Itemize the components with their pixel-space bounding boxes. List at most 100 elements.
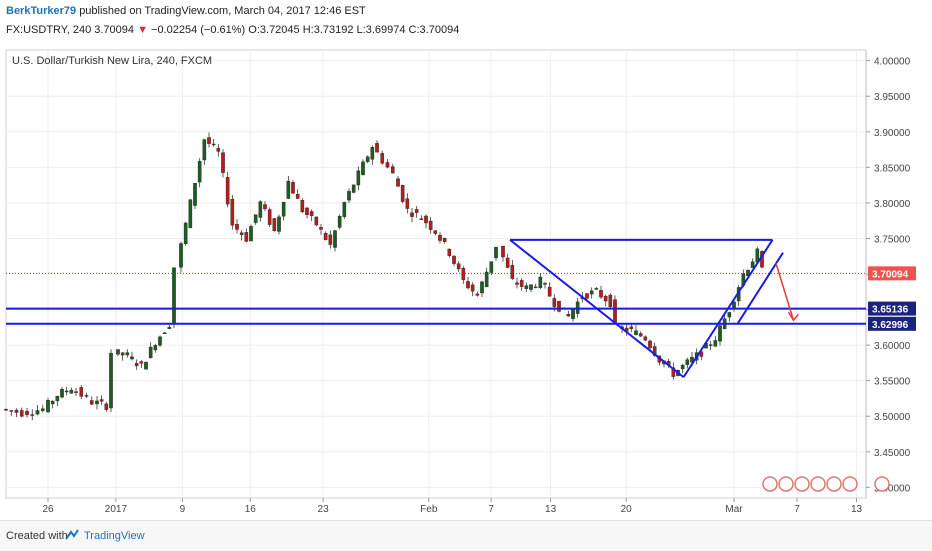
candle-body [629, 326, 634, 329]
candle-body [263, 204, 267, 210]
candle-body [99, 399, 104, 402]
candle-body [438, 234, 442, 241]
x-tick-label: 2017 [105, 504, 128, 515]
candle-body [524, 285, 529, 289]
event-flag-icon [778, 476, 794, 492]
chart-frame[interactable]: 4.00000 3.95000 3.90000 3.85000 3.80000 3.750… [0, 44, 932, 520]
pattern-trendline [682, 239, 774, 378]
publish-info: published on TradingView.com, March 04, … [79, 5, 366, 17]
y-tick-label: 3.85000 [874, 163, 911, 174]
candle-body [116, 349, 120, 355]
candle-body [144, 361, 148, 370]
candle-body [323, 233, 328, 240]
y-tick-label: 3.75000 [874, 234, 911, 245]
candle-body [566, 314, 571, 317]
candle-body [183, 222, 188, 244]
candle-body [60, 389, 64, 398]
support-price-label: 3.62996 [872, 320, 909, 331]
y-tick-label: 3.50000 [874, 412, 911, 423]
candle-body [328, 234, 333, 245]
candle-body [109, 352, 113, 409]
candle-body [727, 312, 732, 318]
candle-body [50, 400, 55, 405]
candle-body [314, 216, 319, 226]
candle-body [253, 214, 258, 223]
candle-body [197, 161, 202, 183]
candle-body [272, 218, 277, 231]
candle-body [603, 296, 608, 302]
symbol-label: FX:USDTRY, 240 [6, 24, 92, 36]
candle-body [643, 336, 648, 341]
candle-body [365, 156, 370, 162]
candle-body [202, 139, 207, 161]
x-tick-label: 23 [318, 504, 330, 515]
support-price-tag [868, 301, 916, 316]
candle-body [652, 346, 657, 356]
current-price-label: 3.70094 [872, 269, 909, 280]
candle-body [74, 391, 78, 393]
candle-body [613, 299, 617, 324]
candle-body [671, 367, 676, 377]
candle-body [750, 261, 755, 268]
candle-body [519, 280, 524, 287]
tradingview-link[interactable]: TradingView [84, 530, 145, 542]
y-tick-label: 3.90000 [874, 128, 911, 139]
high-value: H:3.73192 [302, 24, 354, 36]
current-price-tag [868, 266, 916, 281]
candle-body [690, 356, 694, 363]
close-value: C:3.70094 [408, 24, 460, 36]
pattern-trendline [736, 252, 784, 325]
candle-body [347, 191, 351, 201]
author-link[interactable]: BerkTurker79 [6, 5, 77, 17]
candle-body [162, 332, 167, 335]
candle-body [281, 201, 286, 217]
x-tick-label: 7 [794, 504, 800, 515]
candle-body [484, 271, 489, 288]
publish-line: BerkTurker79 published on TradingView.co… [6, 5, 366, 17]
price-chart[interactable]: 4.00000 3.95000 3.90000 3.85000 3.80000 3.750… [0, 44, 932, 520]
candle-body [685, 359, 690, 365]
candle-body [452, 255, 456, 264]
candle-body [249, 226, 253, 242]
candle-body [699, 351, 704, 357]
candle-body [69, 389, 74, 394]
candle-body [475, 293, 480, 296]
candle-body [375, 143, 379, 153]
candle-body [356, 170, 361, 186]
candle-body [89, 400, 94, 405]
candle-body [148, 346, 153, 359]
candle-body [139, 361, 144, 364]
candle-body [244, 232, 249, 242]
candle-body [433, 230, 438, 234]
candle-body [179, 243, 183, 268]
y-tick-label: 3.40000 [874, 483, 911, 494]
candle-body [442, 238, 447, 242]
candle-body [713, 340, 718, 347]
down-arrow-icon: ▼ [137, 24, 148, 36]
candle-body [337, 215, 342, 228]
open-value: O:3.72045 [248, 24, 300, 36]
candle-body [428, 220, 433, 230]
ohlc-line: FX:USDTRY, 240 3.70094 ▼ −0.02254 (−0.61… [6, 24, 459, 36]
candle-body [25, 410, 29, 415]
candle-body [84, 395, 89, 397]
x-tick-label: 20 [621, 504, 633, 515]
candle-body [291, 182, 295, 194]
candle-body [95, 400, 99, 405]
candle-body [634, 330, 638, 335]
candle-body [447, 248, 452, 256]
candle-body [64, 390, 69, 393]
candle-body [414, 209, 419, 213]
candle-body [424, 215, 428, 224]
candle-body [19, 410, 24, 417]
candle-body [333, 230, 337, 248]
candle-body [79, 387, 84, 397]
candle-body [9, 410, 14, 412]
candle-body [571, 309, 575, 319]
candle-body [361, 161, 365, 176]
event-flag-icon [794, 476, 810, 492]
candle-body [193, 183, 197, 206]
candle-body [130, 356, 134, 360]
footer: Created with TradingView [0, 520, 932, 551]
x-tick-label: Feb [420, 504, 438, 515]
